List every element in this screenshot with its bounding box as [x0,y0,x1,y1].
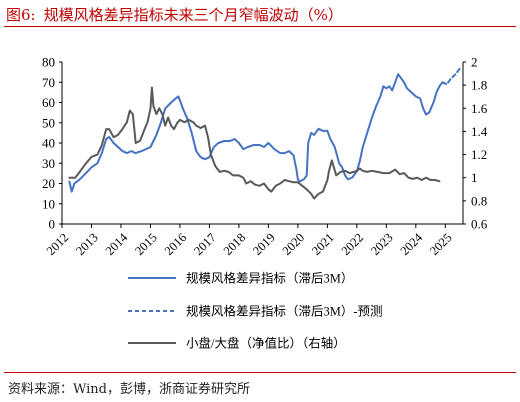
y-left-tick-label: 80 [42,55,55,70]
y-left-tick-label: 10 [42,196,55,211]
figure-label: 图6: [6,6,36,24]
legend-label-3: 小盘/大盘（净值比）（右轴） [186,336,346,351]
y-right-tick-label: 1.2 [471,147,487,162]
x-tick-label: 2017 [191,230,219,258]
x-tick-label: 2020 [280,230,308,258]
y-left-tick-label: 30 [42,156,55,171]
series-line-2 [441,67,462,86]
x-tick-label: 2018 [221,230,249,258]
x-tick-label: 2016 [162,230,190,258]
x-tick-label: 2025 [427,230,455,258]
y-left-tick-label: 40 [42,136,55,151]
x-tick-label: 2022 [339,230,367,258]
y-left-tick-label: 60 [42,95,55,110]
y-right-tick-label: 1.6 [471,101,488,116]
y-right-tick-label: 0.6 [471,217,488,232]
chart-axes: 0 10 20 30 40 50 60 70 80 0.6 0.8 1 1.2 1.4 1.6 1.8 2 201… [42,55,488,259]
title-text: 规模风格差异指标未来三个月窄幅波动（%） [43,6,343,24]
y-right-tick-label: 1.4 [471,124,488,139]
series-line-3 [68,86,441,200]
series-line-1 [68,73,444,193]
x-tick-label: 2013 [73,230,101,258]
x-tick-label: 2023 [368,230,396,258]
chart-legend: 规模风格差异指标（滞后3M） 规模风格差异指标（滞后3M）-预测小盘/大盘（净值比… [128,271,383,351]
top-rule [4,26,516,27]
x-tick-label: 2015 [132,230,160,258]
x-tick-label: 2014 [103,230,131,258]
y-right-tick-label: 0.8 [471,193,487,208]
y-left-tick-label: 50 [42,115,55,130]
y-right-tick-label: 2 [471,55,478,70]
chart-canvas: 0 10 20 30 40 50 60 70 80 0.6 0.8 1 1.2 1.4 1.6 1.8 2 201… [42,55,488,351]
y-right-tick-label: 1.8 [471,78,487,93]
x-tick-label: 2024 [398,230,426,258]
y-left-tick-label: 70 [42,75,55,90]
bottom-rule [4,372,516,373]
legend-label-2: 规模风格差异指标（滞后3M）-预测 [186,304,383,319]
x-tick-label: 2021 [309,230,337,258]
legend-label-1: 规模风格差异指标（滞后3M） [186,271,353,286]
x-tick-label: 2012 [44,230,72,258]
chart-title: 图6: 规模风格差异指标未来三个月窄幅波动（%） [6,4,351,25]
x-tick-label: 2019 [250,230,278,258]
chart-series [68,67,462,200]
y-left-tick-label: 20 [42,176,55,191]
y-left-tick-label: 0 [49,217,56,232]
y-right-tick-label: 1 [471,170,478,185]
source-note: 资料来源：Wind，彭博，浙商证券研究所 [8,382,250,397]
